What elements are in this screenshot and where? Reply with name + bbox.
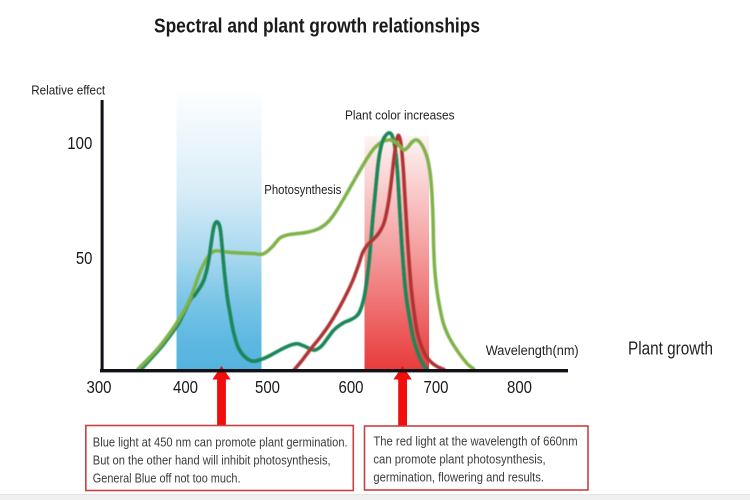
svg-text:300: 300: [87, 377, 112, 397]
svg-text:100: 100: [67, 133, 92, 153]
svg-text:Photosynthesis: Photosynthesis: [264, 182, 341, 197]
svg-text:400: 400: [173, 377, 198, 397]
svg-text:Blue light at 450 nm can promo: Blue light at 450 nm can promote plant g…: [93, 436, 348, 450]
svg-text:700: 700: [424, 377, 449, 397]
svg-text:600: 600: [339, 377, 364, 397]
svg-text:Plant color increases: Plant color increases: [345, 108, 455, 123]
svg-text:General Blue off not too much.: General Blue off not too much.: [93, 472, 241, 486]
svg-text:The red light at the wavelengt: The red light at the wavelength of 660nm: [373, 434, 577, 448]
svg-text:500: 500: [255, 377, 280, 397]
svg-text:Wavelength(nm): Wavelength(nm): [486, 343, 579, 358]
svg-text:Plant growth: Plant growth: [628, 338, 713, 358]
svg-text:Spectral and plant growth rela: Spectral and plant growth relationships: [154, 16, 480, 38]
svg-text:800: 800: [507, 377, 532, 397]
svg-text:can promote plant photosynthes: can promote plant photosynthesis,: [373, 452, 545, 466]
svg-text:germination, flowering and res: germination, flowering and results.: [373, 470, 544, 484]
svg-text:Relative effect: Relative effect: [31, 83, 105, 97]
svg-text:But on the other hand will inh: But on the other hand will inhibit photo…: [93, 454, 331, 468]
svg-text:50: 50: [76, 248, 93, 268]
